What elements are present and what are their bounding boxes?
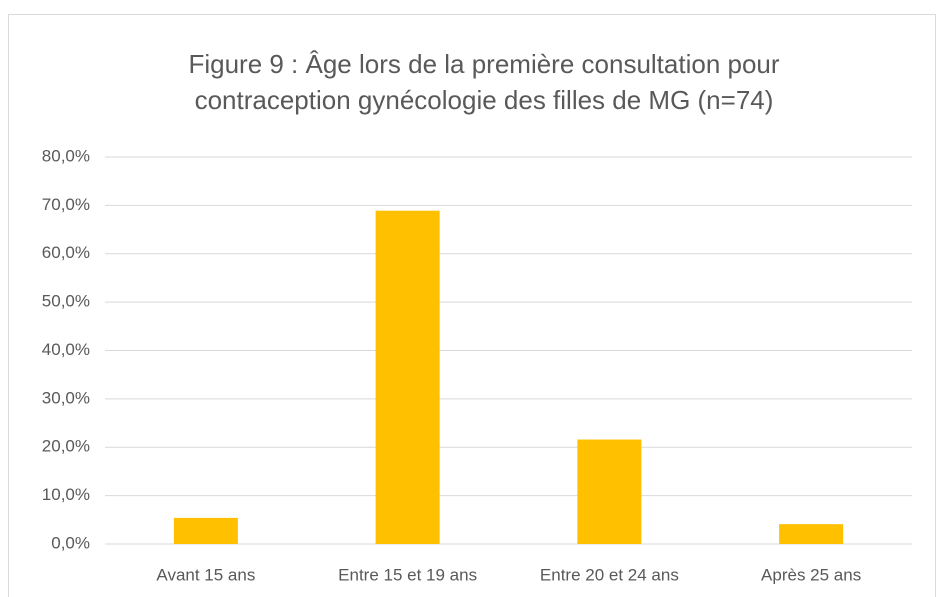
y-tick-label: 30,0% <box>42 388 90 407</box>
y-tick-label: 0,0% <box>51 533 90 552</box>
x-tick-label: Entre 15 et 19 ans <box>338 565 477 584</box>
y-tick-label: 20,0% <box>42 437 90 456</box>
bar <box>173 517 238 544</box>
x-tick-label: Entre 20 et 24 ans <box>540 565 679 584</box>
bar <box>779 524 844 544</box>
bar <box>577 439 642 544</box>
y-tick-label: 40,0% <box>42 340 90 359</box>
x-tick-label: Après 25 ans <box>761 565 861 584</box>
bar <box>375 210 440 545</box>
y-tick-label: 70,0% <box>42 195 90 214</box>
y-tick-label: 80,0% <box>42 146 90 165</box>
chart-frame <box>8 14 936 597</box>
chart-title: contraception gynécologie des filles de … <box>195 85 774 115</box>
y-tick-label: 60,0% <box>42 243 90 262</box>
y-tick-label: 50,0% <box>42 292 90 311</box>
x-tick-label: Avant 15 ans <box>156 565 255 584</box>
chart-title: Figure 9 : Âge lors de la première consu… <box>188 49 779 79</box>
y-tick-label: 10,0% <box>42 485 90 504</box>
